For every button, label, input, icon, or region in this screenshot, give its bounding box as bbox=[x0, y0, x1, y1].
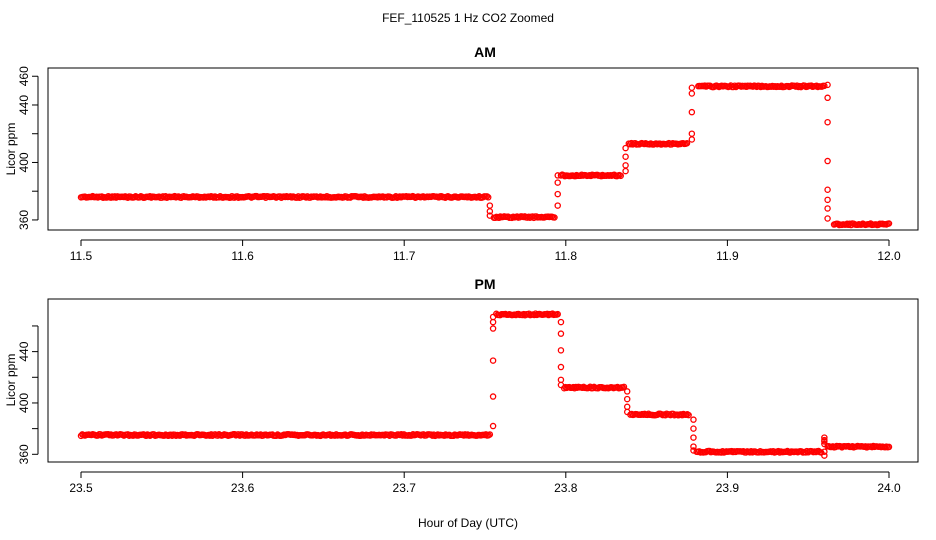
pm-x-tick-label: 23.7 bbox=[393, 481, 417, 495]
am-transition-point bbox=[824, 186, 831, 194]
x-axis-label: Hour of Day (UTC) bbox=[418, 516, 518, 530]
am-y-axis: 360 400 440 460 bbox=[17, 66, 39, 230]
am-transition-point bbox=[554, 190, 561, 198]
pm-transition-point bbox=[489, 313, 497, 321]
am-transition-point bbox=[622, 162, 629, 169]
am-transition-point bbox=[688, 90, 696, 97]
pm-transition-point bbox=[489, 357, 497, 364]
pm-transition-point bbox=[623, 403, 631, 411]
pm-transition-point bbox=[557, 376, 565, 384]
am-y-tick-label: 440 bbox=[17, 95, 31, 115]
am-y-axis-label: Licor ppm bbox=[4, 123, 18, 176]
pm-transition-point bbox=[557, 381, 565, 389]
am-transition-point bbox=[688, 136, 696, 143]
pm-transition-point bbox=[557, 330, 565, 337]
am-data-point bbox=[551, 214, 558, 221]
pm-transition-point bbox=[821, 440, 828, 448]
am-transition-point bbox=[824, 157, 831, 165]
am-transition-point bbox=[554, 172, 561, 179]
am-y-tick-label: 360 bbox=[17, 210, 31, 230]
pm-transition-point bbox=[623, 388, 631, 395]
pm-data-point bbox=[554, 310, 561, 318]
pm-transition-point bbox=[821, 448, 828, 455]
am-data-point bbox=[821, 82, 828, 90]
am-x-axis: 11.5 11.6 11.7 11.8 11.9 12.0 bbox=[70, 239, 901, 263]
am-transition-point bbox=[554, 202, 561, 209]
pm-data-points bbox=[77, 310, 893, 459]
am-x-tick-label: 11.7 bbox=[393, 249, 416, 263]
pm-transition-point bbox=[557, 363, 565, 371]
pm-y-tick-label: 400 bbox=[17, 393, 31, 413]
pm-x-tick-label: 23.6 bbox=[231, 481, 255, 495]
pm-panel: PM Licor ppm 23.5 23.6 23.7 23.8 23.9 24.0 36… bbox=[4, 276, 919, 495]
pm-transition-point bbox=[489, 318, 497, 326]
am-transition-point bbox=[824, 215, 831, 222]
pm-transition-point bbox=[489, 422, 497, 430]
am-y-tick-label: 400 bbox=[17, 152, 31, 172]
am-transition-point bbox=[688, 130, 696, 137]
am-x-tick-label: 11.5 bbox=[70, 249, 93, 263]
am-plot-frame bbox=[47, 67, 919, 231]
am-transition-point bbox=[622, 153, 629, 160]
chart-title: FEF_110525 1 Hz CO2 Zoomed bbox=[382, 11, 554, 25]
pm-x-tick-label: 23.5 bbox=[69, 481, 93, 495]
am-transition-point bbox=[622, 144, 629, 152]
pm-y-axis: 360 400 440 bbox=[17, 325, 39, 464]
pm-data-point bbox=[620, 383, 628, 391]
pm-transition-point bbox=[690, 447, 697, 454]
pm-transition-point bbox=[623, 408, 631, 416]
pm-y-axis-label: Licor ppm bbox=[4, 354, 18, 407]
am-panel: AM Licor ppm 11.5 11.6 11.7 11.8 11.9 12.0 36… bbox=[4, 44, 919, 263]
am-x-tick-label: 11.6 bbox=[231, 249, 254, 263]
pm-y-tick-label: 440 bbox=[17, 341, 31, 361]
am-transition-point bbox=[554, 179, 561, 186]
am-x-tick-label: 11.8 bbox=[555, 249, 578, 263]
pm-transition-point bbox=[489, 325, 497, 332]
am-x-tick-label: 12.0 bbox=[877, 249, 901, 263]
pm-transition-point bbox=[690, 425, 697, 432]
pm-transition-point bbox=[821, 436, 828, 444]
am-x-tick-label: 11.9 bbox=[716, 249, 739, 263]
pm-transition-point bbox=[821, 434, 828, 441]
am-transition-point bbox=[824, 81, 831, 89]
pm-x-tick-label: 23.9 bbox=[716, 481, 740, 495]
am-transition-point bbox=[824, 118, 831, 126]
pm-transition-point bbox=[623, 395, 631, 403]
am-transition-point bbox=[688, 84, 696, 91]
pm-transition-point bbox=[690, 416, 697, 423]
am-panel-title: AM bbox=[474, 44, 496, 60]
am-transition-point bbox=[486, 208, 494, 215]
am-transition-point bbox=[486, 202, 494, 209]
am-data-points bbox=[77, 81, 893, 229]
am-data-point bbox=[617, 172, 624, 180]
am-transition-point bbox=[622, 167, 629, 175]
pm-data-point bbox=[885, 443, 893, 451]
pm-panel-title: PM bbox=[475, 276, 496, 292]
am-transition-point bbox=[486, 212, 494, 219]
pm-plot-frame bbox=[47, 298, 919, 463]
pm-x-tick-label: 23.8 bbox=[554, 481, 578, 495]
am-data-point bbox=[885, 220, 893, 227]
pm-x-axis: 23.5 23.6 23.7 23.8 23.9 24.0 bbox=[69, 471, 901, 495]
pm-data-point bbox=[685, 411, 692, 419]
am-data-point bbox=[484, 194, 492, 201]
am-transition-point bbox=[688, 108, 696, 116]
pm-transition-point bbox=[690, 443, 697, 450]
am-transition-point bbox=[824, 205, 831, 212]
pm-transition-point bbox=[557, 347, 565, 354]
pm-y-tick-label: 360 bbox=[17, 444, 31, 464]
am-transition-point bbox=[824, 196, 831, 204]
pm-x-tick-label: 24.0 bbox=[877, 481, 901, 495]
pm-data-point bbox=[486, 431, 494, 438]
pm-transition-point bbox=[489, 393, 497, 400]
am-y-tick-label: 460 bbox=[17, 66, 31, 86]
pm-transition-point bbox=[690, 434, 697, 441]
am-transition-point bbox=[824, 94, 831, 102]
pm-transition-point bbox=[557, 318, 565, 326]
am-data-point bbox=[683, 139, 691, 147]
pm-transition-point bbox=[821, 452, 828, 459]
